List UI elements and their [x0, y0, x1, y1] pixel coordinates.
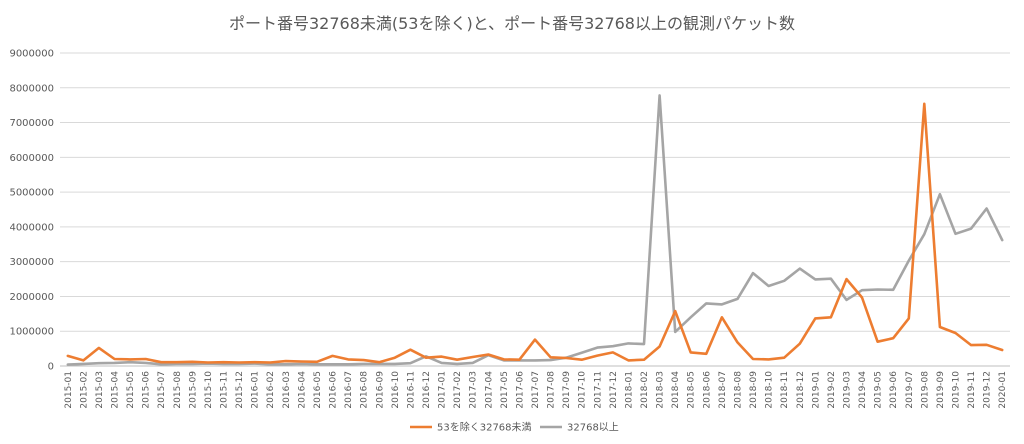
y-tick-label: 9000000 — [9, 49, 54, 60]
x-tick-label: 2018-04 — [671, 371, 681, 409]
x-tick-label: 2019-01 — [811, 371, 821, 409]
y-tick-label: 7000000 — [9, 118, 54, 129]
x-tick-label: 2015-10 — [204, 371, 214, 409]
legend-label: 53を除く32768未満 — [437, 421, 532, 434]
x-tick-label: 2019-09 — [936, 371, 946, 409]
x-tick-label: 2018-11 — [780, 371, 790, 409]
x-tick-label: 2016-10 — [391, 371, 401, 409]
x-tick-label: 2019-02 — [827, 371, 837, 409]
x-tick-label: 2018-08 — [733, 371, 743, 409]
x-tick-label: 2017-04 — [484, 371, 494, 409]
x-tick-label: 2017-09 — [562, 371, 572, 409]
x-tick-label: 2016-04 — [297, 371, 307, 409]
x-tick-label: 2015-08 — [173, 371, 183, 409]
x-tick-label: 2018-07 — [718, 371, 728, 409]
y-tick-label: 5000000 — [9, 188, 54, 199]
x-tick-label: 2018-02 — [640, 371, 650, 409]
series-line-below-32768 — [66, 102, 1004, 364]
x-tick-label: 2015-11 — [220, 371, 230, 409]
x-tick-label: 2017-01 — [438, 371, 448, 409]
x-tick-label: 2015-03 — [95, 371, 105, 409]
x-tick-label: 2016-08 — [360, 371, 370, 409]
x-tick-label: 2016-01 — [251, 371, 261, 409]
x-tick-label: 2015-02 — [79, 371, 89, 409]
y-tick-label: 0 — [48, 362, 54, 373]
x-tick-label: 2019-04 — [858, 371, 868, 409]
y-tick-label: 8000000 — [9, 83, 54, 94]
x-tick-label: 2015-05 — [126, 371, 136, 409]
x-tick-label: 2018-12 — [796, 371, 806, 409]
x-tick-label: 2017-06 — [515, 371, 525, 409]
x-tick-label: 2015-01 — [64, 371, 74, 409]
x-tick-label: 2016-11 — [406, 371, 416, 409]
x-tick-label: 2016-03 — [282, 371, 292, 409]
x-tick-label: 2018-01 — [624, 371, 634, 409]
x-tick-label: 2017-08 — [547, 371, 557, 409]
x-tick-label: 2019-12 — [983, 371, 993, 409]
x-tick-label: 2019-05 — [874, 371, 884, 409]
x-tick-label: 2019-03 — [842, 371, 852, 409]
y-tick-label: 4000000 — [9, 222, 54, 233]
x-tick-label: 2016-05 — [313, 371, 323, 409]
series-line-above-32768 — [66, 94, 1004, 366]
x-tick-label: 2018-03 — [656, 371, 666, 409]
x-tick-label: 2015-12 — [235, 371, 245, 409]
x-tick-label: 2016-07 — [344, 371, 354, 409]
x-tick-label: 2019-06 — [889, 371, 899, 409]
x-tick-label: 2017-10 — [578, 371, 588, 409]
x-tick-label: 2017-07 — [531, 371, 541, 409]
x-tick-label: 2015-07 — [157, 371, 167, 409]
x-tick-label: 2015-09 — [188, 371, 198, 409]
y-tick-label: 6000000 — [9, 153, 54, 164]
x-tick-label: 2017-12 — [609, 371, 619, 409]
x-tick-label: 2019-08 — [920, 371, 930, 409]
x-tick-label: 2018-09 — [749, 371, 759, 409]
y-tick-label: 1000000 — [9, 327, 54, 338]
x-tick-label: 2015-04 — [111, 371, 121, 409]
x-tick-label: 2015-06 — [142, 371, 152, 409]
x-tick-label: 2017-03 — [469, 371, 479, 409]
legend-label: 32768以上 — [567, 422, 619, 434]
x-tick-label: 2018-10 — [765, 371, 775, 409]
x-tick-label: 2016-02 — [266, 371, 276, 409]
x-tick-label: 2019-10 — [951, 371, 961, 409]
x-tick-label: 2016-06 — [329, 371, 339, 409]
x-tick-label: 2017-02 — [453, 371, 463, 409]
x-tick-label: 2018-05 — [687, 371, 697, 409]
x-tick-label: 2016-12 — [422, 371, 432, 409]
y-tick-label: 3000000 — [9, 257, 54, 268]
x-tick-label: 2019-07 — [905, 371, 915, 409]
x-tick-label: 2016-09 — [375, 371, 385, 409]
x-tick-label: 2017-05 — [500, 371, 510, 409]
x-tick-label: 2020-01 — [998, 371, 1008, 409]
y-tick-label: 2000000 — [9, 292, 54, 303]
x-tick-label: 2018-06 — [702, 371, 712, 409]
x-tick-label: 2019-11 — [967, 371, 977, 409]
chart-title: ポート番号32768未満(53を除く)と、ポート番号32768以上の観測パケット… — [228, 14, 795, 33]
x-tick-label: 2017-11 — [593, 371, 603, 409]
